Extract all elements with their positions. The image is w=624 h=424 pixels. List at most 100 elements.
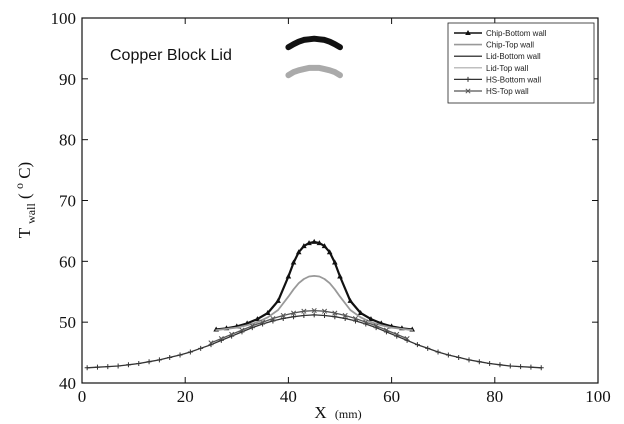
data-point bbox=[404, 336, 410, 342]
data-point bbox=[383, 327, 389, 333]
series-line bbox=[215, 275, 414, 331]
x-tick-label: 40 bbox=[280, 387, 297, 406]
x-tick-label: 0 bbox=[78, 387, 87, 406]
x-tick-label: 20 bbox=[177, 387, 194, 406]
data-point bbox=[321, 308, 328, 314]
legend-label: Lid-Bottom wall bbox=[486, 52, 541, 61]
data-point bbox=[270, 318, 276, 324]
data-point bbox=[425, 345, 431, 351]
data-point bbox=[249, 323, 255, 329]
data-point bbox=[497, 362, 503, 368]
series-chip-top-wall bbox=[215, 275, 414, 331]
data-point bbox=[373, 323, 379, 329]
data-point bbox=[229, 331, 235, 337]
y-axis-unit-degree: o bbox=[12, 183, 26, 189]
data-point bbox=[456, 354, 462, 360]
data-point bbox=[337, 273, 343, 279]
data-point bbox=[295, 249, 302, 255]
y-axis-subscript: wall bbox=[24, 203, 38, 224]
y-tick-label: 60 bbox=[59, 252, 76, 271]
data-point bbox=[332, 259, 338, 265]
data-point bbox=[326, 249, 333, 255]
data-point bbox=[306, 240, 312, 246]
legend-marker bbox=[465, 76, 471, 82]
data-point bbox=[301, 243, 307, 249]
data-point bbox=[270, 315, 276, 322]
data-point bbox=[507, 363, 513, 369]
x-axis-title: X (mm) bbox=[314, 403, 361, 422]
series-layer bbox=[84, 35, 544, 371]
x-axis-label: X bbox=[314, 403, 326, 422]
y-axis-unit-close: C) bbox=[15, 162, 34, 179]
legend-label: Lid-Top wall bbox=[486, 64, 528, 73]
series-line bbox=[285, 64, 343, 79]
data-point bbox=[167, 354, 173, 360]
legend-label: HS-Bottom wall bbox=[486, 75, 541, 84]
series-lid-top-wall bbox=[285, 64, 343, 79]
axis-ticks: 0 20 40 60 80 100 40 50 60 70 80 90 100 bbox=[51, 9, 611, 406]
data-point bbox=[125, 362, 131, 368]
data-point bbox=[218, 336, 224, 342]
data-point bbox=[332, 314, 338, 320]
data-point bbox=[316, 240, 323, 246]
data-point bbox=[285, 273, 292, 279]
data-point bbox=[322, 312, 328, 318]
copper-block-lid-annotation: Copper Block Lid bbox=[110, 47, 232, 64]
data-point bbox=[321, 243, 328, 249]
data-point bbox=[445, 352, 451, 358]
y-tick-label: 80 bbox=[59, 131, 76, 150]
data-point bbox=[275, 297, 281, 303]
data-point bbox=[311, 308, 317, 314]
data-point bbox=[291, 310, 297, 316]
series-line bbox=[210, 309, 408, 344]
data-point bbox=[291, 314, 297, 320]
data-point bbox=[115, 363, 121, 369]
data-point bbox=[332, 310, 338, 316]
data-point bbox=[280, 312, 286, 319]
legend-label: Chip-Top wall bbox=[486, 41, 534, 50]
legend-item: Chip-Top wall bbox=[454, 41, 534, 50]
legend: Chip-Bottom wall Chip-Top wall Lid-Bottom … bbox=[447, 22, 595, 104]
data-point bbox=[435, 349, 441, 355]
data-point bbox=[290, 259, 297, 265]
y-tick-label: 90 bbox=[59, 70, 76, 89]
legend-marker bbox=[465, 88, 471, 94]
data-point bbox=[342, 316, 348, 322]
data-point bbox=[476, 359, 482, 365]
data-point bbox=[105, 364, 111, 370]
y-tick-label: 40 bbox=[59, 374, 76, 393]
x-tick-label: 80 bbox=[486, 387, 503, 406]
legend-box bbox=[447, 22, 595, 104]
data-point bbox=[136, 361, 142, 367]
data-point bbox=[280, 316, 286, 322]
data-point bbox=[260, 319, 266, 325]
data-point bbox=[357, 310, 364, 316]
legend-item: Lid-Top wall bbox=[454, 64, 528, 73]
data-point bbox=[311, 312, 317, 318]
data-point bbox=[414, 342, 420, 348]
legend-item: HS-Top wall bbox=[454, 87, 529, 96]
data-point bbox=[239, 327, 245, 333]
data-point bbox=[352, 315, 359, 322]
data-point bbox=[177, 352, 183, 358]
legend-label: HS-Top wall bbox=[486, 87, 529, 96]
legend-label: Chip-Bottom wall bbox=[486, 29, 547, 38]
y-axis-unit-open: ( bbox=[15, 193, 34, 199]
x-tick-label: 100 bbox=[585, 387, 611, 406]
data-point bbox=[264, 310, 271, 316]
data-point bbox=[352, 318, 358, 324]
data-point bbox=[301, 312, 307, 318]
legend-item: Lid-Bottom wall bbox=[454, 52, 541, 61]
data-point bbox=[311, 238, 317, 244]
y-tick-label: 50 bbox=[59, 313, 76, 332]
series-lid-bottom-wall bbox=[285, 35, 343, 51]
y-axis-label: T bbox=[15, 227, 34, 238]
data-point bbox=[487, 361, 493, 367]
data-point bbox=[394, 331, 400, 337]
data-point bbox=[84, 365, 90, 371]
data-point bbox=[528, 364, 534, 370]
data-point bbox=[466, 357, 472, 363]
data-point bbox=[301, 308, 307, 314]
y-tick-label: 100 bbox=[51, 9, 77, 28]
